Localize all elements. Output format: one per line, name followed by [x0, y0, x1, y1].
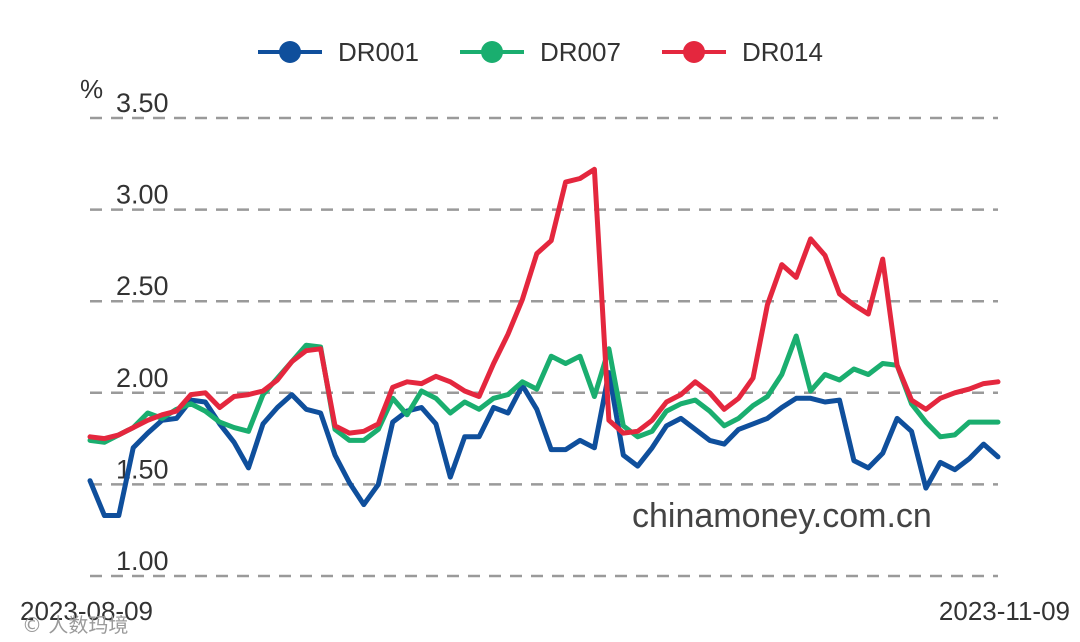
y-tick-label: 2.00: [116, 363, 169, 393]
x-axis-start-label: 2023-08-09: [20, 596, 153, 626]
series-line-dr014: [87, 166, 1001, 442]
legend-item-dr007: DR007: [460, 37, 621, 67]
y-tick-label: 2.50: [116, 271, 169, 301]
series-line-dr007: [87, 333, 1001, 445]
y-axis-tick-labels: 1.001.502.002.503.003.50: [116, 88, 169, 576]
legend-item-dr001: DR001: [258, 37, 419, 67]
corner-watermark: © 人数玛境: [22, 613, 128, 637]
legend-marker-dr001: [279, 41, 301, 63]
legend-item-dr014: DR014: [662, 37, 823, 67]
y-tick-label: 1.00: [116, 546, 169, 576]
legend-marker-dr007: [481, 41, 503, 63]
watermark: chinamoney.com.cn: [632, 497, 932, 535]
y-tick-label: 3.50: [116, 88, 169, 118]
legend: DR001 DR007 DR014: [258, 37, 823, 67]
legend-label-dr007: DR007: [540, 37, 621, 67]
y-axis-unit-label: %: [80, 74, 103, 104]
y-tick-label: 3.00: [116, 180, 169, 210]
x-axis-end-label: 2023-11-09: [939, 596, 1070, 626]
legend-label-dr014: DR014: [742, 37, 823, 67]
legend-marker-dr014: [683, 41, 705, 63]
legend-label-dr001: DR001: [338, 37, 419, 67]
series-lines: [87, 166, 1001, 518]
series-line-dr001: [87, 370, 1001, 518]
